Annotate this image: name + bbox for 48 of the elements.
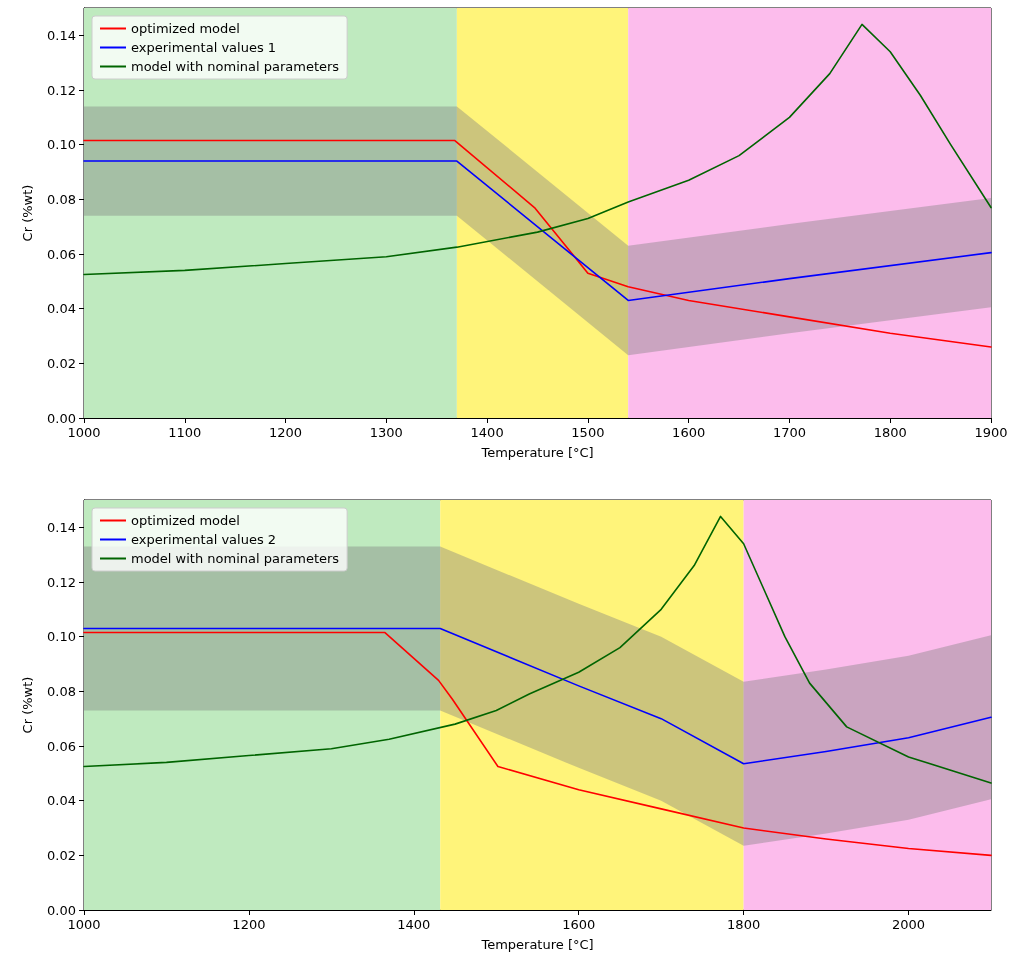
legend-label: optimized model [131,513,240,528]
x-axis-title: Temperature [°C] [480,937,594,952]
line-series [83,627,992,765]
y-tick-label: 0.12 [47,574,76,590]
y-axis-title: Cr (%wt) [20,676,35,734]
y-tick-label: 0.02 [47,355,76,371]
x-tick-label: 1200 [269,425,303,440]
line-series [83,515,992,784]
y-tick-label: 0.04 [47,793,76,809]
x-tick-label: 1500 [571,425,605,440]
y-tick-label: 0.02 [47,847,76,863]
x-tick-label: 1100 [168,425,202,440]
x-tick-label: 1000 [67,425,101,440]
y-tick-label: 0.12 [47,82,76,98]
line-series [83,160,992,302]
line-series [83,23,992,276]
line-series [83,139,992,348]
y-tick-label: 0.06 [47,738,76,754]
legend-label: experimental values 2 [131,532,277,547]
x-tick-label: 1900 [974,425,1008,440]
legend-label: model with nominal parameters [131,59,340,74]
x-tick-label: 1300 [369,425,403,440]
y-tick-label: 0.14 [47,519,76,535]
y-tick-label: 0.10 [47,137,76,153]
y-tick-label: 0.00 [47,902,76,918]
y-tick-label: 0.00 [47,410,76,426]
y-tick-label: 0.08 [47,683,76,699]
line-series [83,631,992,857]
y-tick-label: 0.04 [47,301,76,317]
x-axis-title: Temperature [°C] [480,445,594,460]
x-tick-label: 1400 [397,917,431,932]
x-tick-label: 1600 [562,917,596,932]
legend-label: optimized model [131,21,240,36]
x-tick-label: 1800 [873,425,907,440]
x-tick-label: 1600 [672,425,706,440]
y-tick-label: 0.08 [47,191,76,207]
x-tick-label: 1800 [727,917,761,932]
x-tick-label: 2000 [892,917,926,932]
x-tick-label: 1000 [67,917,101,932]
x-tick-label: 1400 [470,425,504,440]
y-tick-label: 0.14 [47,27,76,43]
x-tick-label: 1700 [772,425,806,440]
x-tick-label: 1200 [232,917,266,932]
legend-label: model with nominal parameters [131,551,340,566]
y-tick-label: 0.10 [47,629,76,645]
legend-label: experimental values 1 [131,40,277,55]
y-tick-label: 0.06 [47,246,76,262]
y-axis-title: Cr (%wt) [20,184,35,242]
